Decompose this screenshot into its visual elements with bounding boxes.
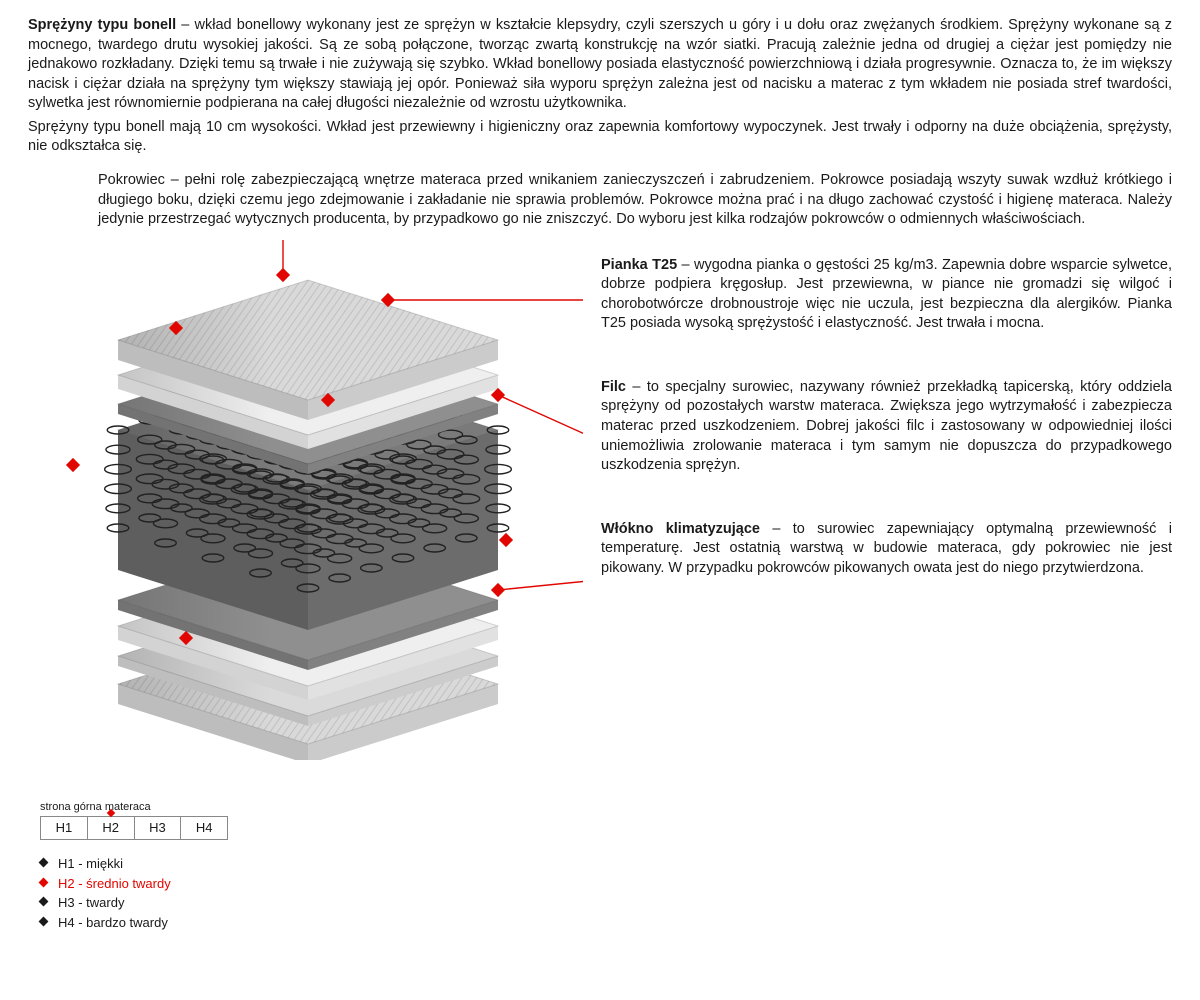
marker-springs <box>66 458 80 472</box>
mattress-svg <box>28 240 583 760</box>
hardness-cell: H1 <box>41 817 88 839</box>
descriptions-column: Pianka T25 – wygodna pianka o gęstości 2… <box>601 240 1172 623</box>
hardness-item: H2 - średnio twardy <box>40 874 1172 894</box>
intro-lead: Sprężyny typu bonell <box>28 17 176 33</box>
hardness-cell: H2 <box>88 817 135 839</box>
hardness-bar: H1H2H3H4 <box>40 816 228 840</box>
desc-wlokno: Włókno klimatyzujące – to surowiec zapew… <box>601 520 1172 579</box>
marker-wlokno <box>491 580 583 597</box>
cover-para: Pokrowiec – pełni rolę zabezpieczającą w… <box>98 171 1172 230</box>
desc-filc-body: – to specjalny surowiec, nazywany równie… <box>601 379 1172 473</box>
hardness-cell: H3 <box>135 817 182 839</box>
mattress-diagram <box>28 240 583 760</box>
hardness-legend: strona górna materaca H1H2H3H4 H1 - mięk… <box>40 800 1172 932</box>
hardness-item: H4 - bardzo twardy <box>40 913 1172 933</box>
intro-para-1: Sprężyny typu bonell – wkład bonellowy w… <box>28 16 1172 114</box>
cover-lead: Pokrowiec <box>98 172 165 188</box>
legend-top-label: strona górna materaca <box>40 800 1172 815</box>
hardness-cell: H4 <box>181 817 227 839</box>
desc-filc-lead: Filc <box>601 379 626 395</box>
desc-filc: Filc – to specjalny surowiec, nazywany r… <box>601 378 1172 476</box>
cover-body: – pełni rolę zabezpieczającą wnętrze mat… <box>98 172 1172 227</box>
intro-para-2: Sprężyny typu bonell mają 10 cm wysokośc… <box>28 118 1172 157</box>
hardness-item: H1 - miękki <box>40 854 1172 874</box>
desc-t25-body: – wygodna pianka o gęstości 25 kg/m3. Za… <box>601 257 1172 332</box>
marker-filc2 <box>499 533 513 547</box>
desc-t25: Pianka T25 – wygodna pianka o gęstości 2… <box>601 256 1172 334</box>
marker-t25 <box>381 293 583 307</box>
marker-filc <box>491 388 583 440</box>
hardness-item: H3 - twardy <box>40 893 1172 913</box>
intro-body: – wkład bonellowy wykonany jest ze spręż… <box>28 17 1172 111</box>
desc-t25-lead: Pianka T25 <box>601 257 677 273</box>
hardness-list: H1 - miękkiH2 - średnio twardyH3 - tward… <box>40 854 1172 932</box>
marker-cover <box>276 240 290 282</box>
desc-wlokno-lead: Włókno klimatyzujące <box>601 521 760 537</box>
